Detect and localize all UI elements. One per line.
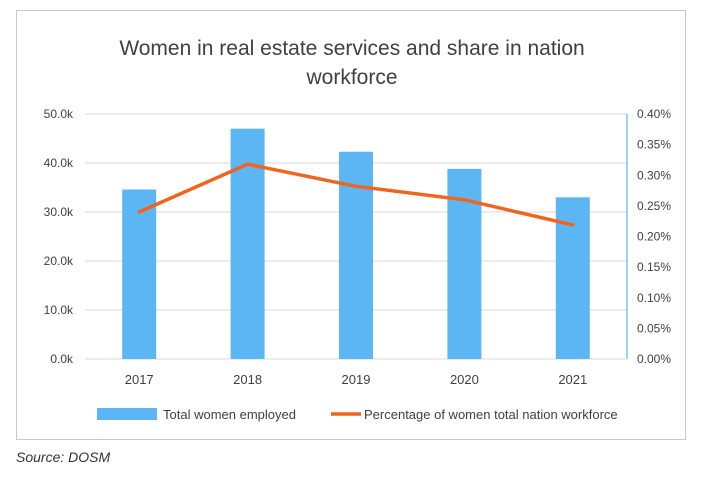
y-right-tick-label: 0.00% [637, 352, 671, 366]
y-right-tick-label: 0.20% [637, 230, 671, 244]
x-tick-label: 2017 [125, 372, 154, 387]
x-tick-label: 2018 [233, 372, 262, 387]
y-left-tick-label: 40.0k [44, 156, 74, 170]
source-note: Source: DOSM [16, 449, 111, 465]
y-left-tick-label: 20.0k [44, 254, 74, 268]
x-tick-label: 2019 [342, 372, 371, 387]
y-right-tick-label: 0.25% [637, 199, 671, 213]
legend-line-label: Percentage of women total nation workfor… [364, 407, 618, 422]
y-right-tick-label: 0.05% [637, 321, 671, 335]
y-left-tick-label: 0.0k [50, 352, 74, 366]
legend-bar-swatch [97, 408, 157, 420]
chart-title-line: Women in real estate services and share … [119, 37, 584, 60]
legend-bar-label: Total women employed [163, 407, 296, 422]
y-right-tick-label: 0.15% [637, 260, 671, 274]
y-right-tick-label: 0.30% [637, 168, 671, 182]
bar [122, 189, 157, 359]
x-tick-label: 2020 [450, 372, 479, 387]
y-right-tick-label: 0.10% [637, 291, 671, 305]
y-right-tick-label: 0.35% [637, 138, 671, 152]
y-left-tick-label: 30.0k [44, 205, 74, 219]
y-right-tick-label: 0.40% [637, 107, 671, 121]
chart-svg: Women in real estate services and share … [44, 37, 672, 422]
chart-title-line: workforce [305, 66, 397, 89]
chart-frame: Women in real estate services and share … [16, 10, 686, 440]
x-tick-label: 2021 [558, 372, 587, 387]
y-left-tick-label: 50.0k [44, 107, 74, 121]
y-left-tick-label: 10.0k [44, 303, 74, 317]
